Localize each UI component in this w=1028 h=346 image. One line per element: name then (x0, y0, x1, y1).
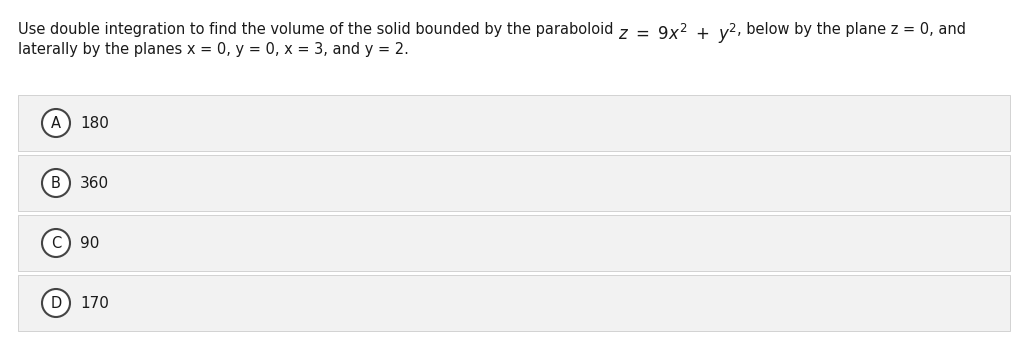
Text: D: D (50, 295, 62, 310)
FancyBboxPatch shape (19, 155, 1009, 211)
FancyBboxPatch shape (19, 275, 1009, 331)
Circle shape (42, 109, 70, 137)
Text: 90: 90 (80, 236, 100, 251)
Text: B: B (51, 175, 61, 191)
Text: , below by the plane z = 0, and: , below by the plane z = 0, and (737, 22, 966, 37)
Circle shape (42, 229, 70, 257)
FancyBboxPatch shape (19, 215, 1009, 271)
Text: laterally by the planes x = 0, y = 0, x = 3, and y = 2.: laterally by the planes x = 0, y = 0, x … (19, 42, 409, 57)
Circle shape (42, 169, 70, 197)
Text: C: C (50, 236, 61, 251)
Text: Use double integration to find the volume of the solid bounded by the paraboloid: Use double integration to find the volum… (19, 22, 618, 37)
Text: 180: 180 (80, 116, 109, 130)
Text: A: A (51, 116, 61, 130)
Circle shape (42, 289, 70, 317)
Text: $z\ =\ 9x^2\ +\ y^2$: $z\ =\ 9x^2\ +\ y^2$ (618, 22, 737, 46)
Text: 170: 170 (80, 295, 109, 310)
Text: 360: 360 (80, 175, 109, 191)
FancyBboxPatch shape (19, 95, 1009, 151)
